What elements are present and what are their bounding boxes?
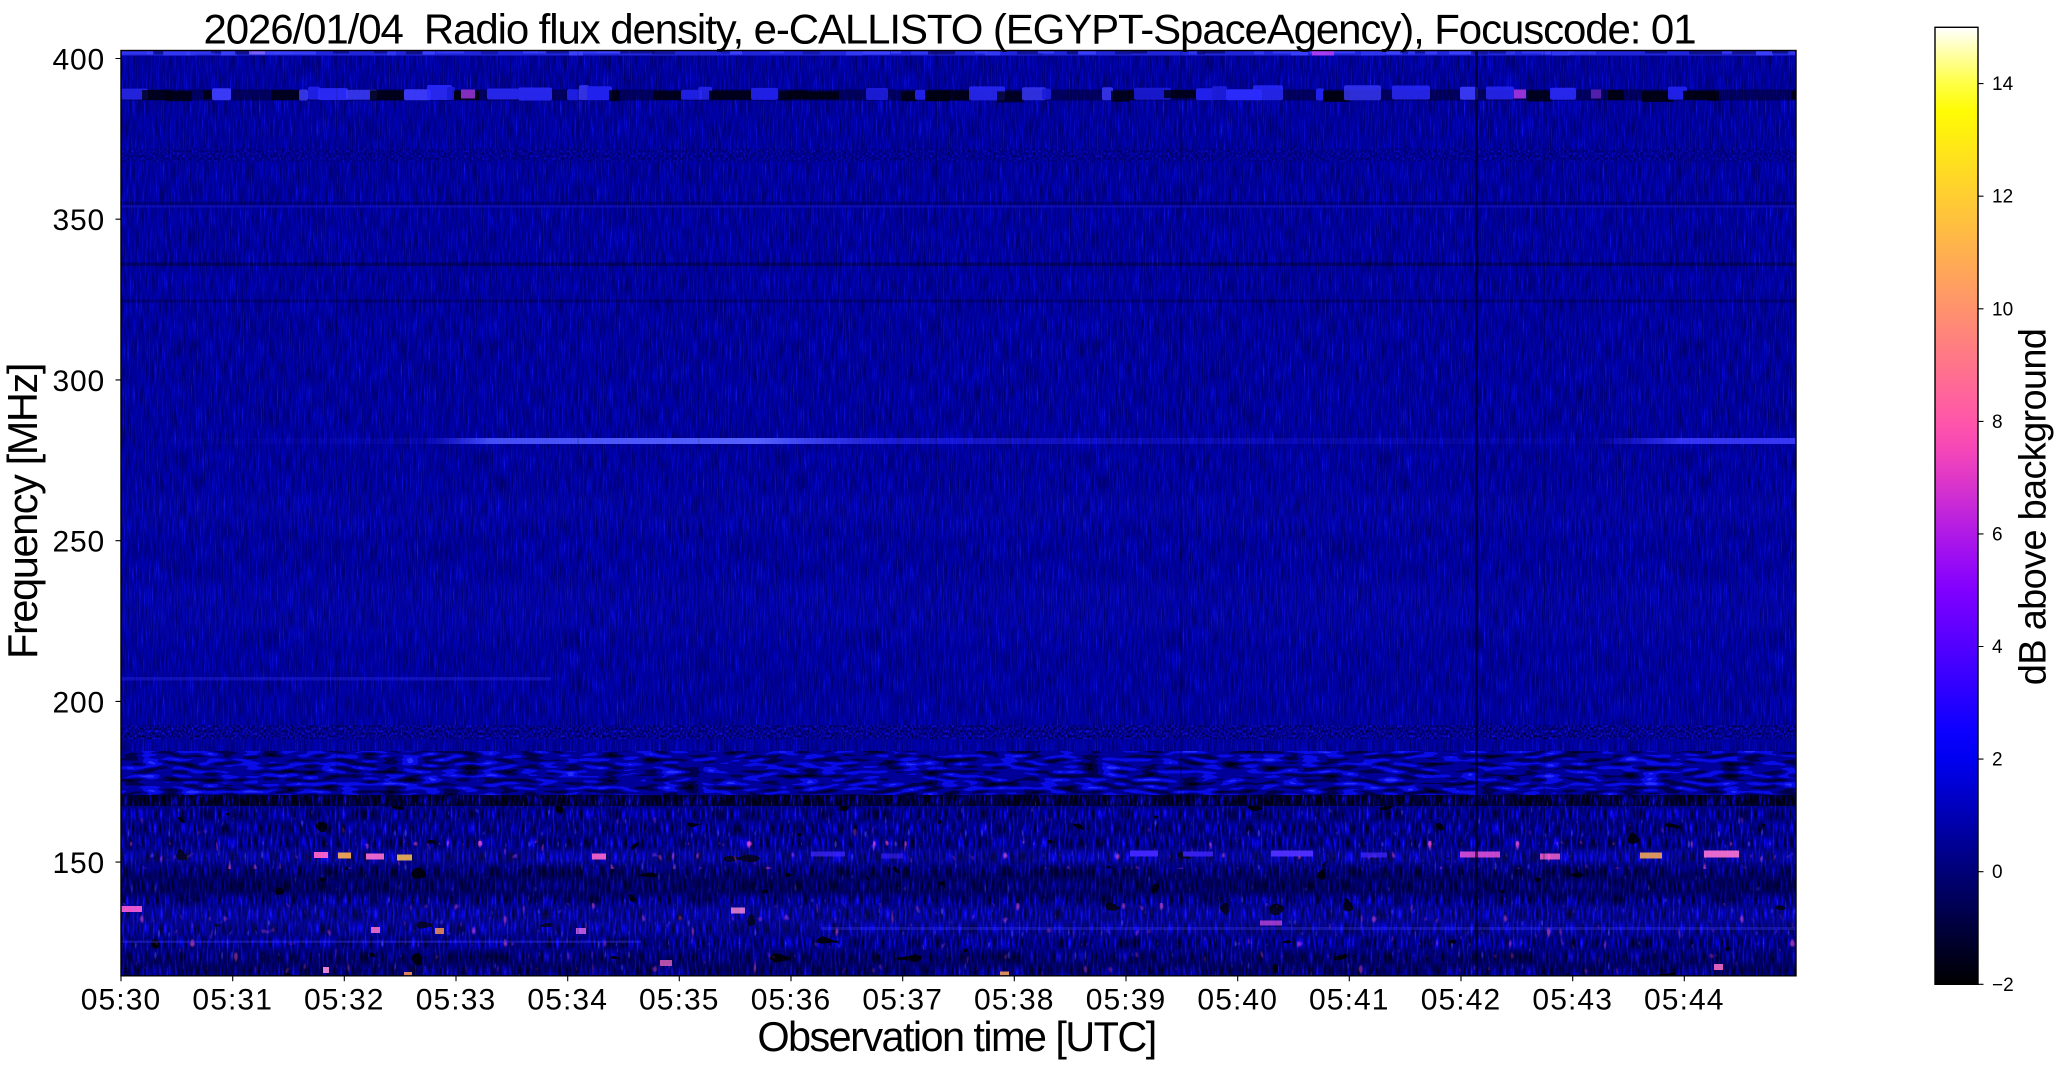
svg-text:Frequency [MHz]: Frequency [MHz]: [0, 364, 46, 659]
svg-text:05:31: 05:31: [192, 984, 273, 1017]
svg-text:05:35: 05:35: [639, 984, 720, 1017]
svg-text:05:44: 05:44: [1644, 984, 1725, 1017]
svg-text:05:38: 05:38: [974, 984, 1055, 1017]
svg-text:14: 14: [1992, 74, 2014, 95]
svg-text:2: 2: [1992, 750, 2003, 771]
svg-text:05:40: 05:40: [1197, 984, 1278, 1017]
svg-text:2026/01/04 Radio flux density: 2026/01/04 Radio flux density, e-CALLIST…: [204, 5, 1696, 52]
svg-text:05:32: 05:32: [304, 984, 385, 1017]
svg-text:05:34: 05:34: [527, 984, 608, 1017]
svg-text:dB above background: dB above background: [2013, 329, 2055, 685]
svg-text:4: 4: [1992, 637, 2003, 658]
svg-text:200: 200: [53, 686, 105, 719]
svg-text:250: 250: [53, 526, 105, 559]
svg-text:05:41: 05:41: [1309, 984, 1390, 1017]
svg-text:8: 8: [1992, 412, 2003, 433]
svg-text:05:33: 05:33: [416, 984, 497, 1017]
svg-text:05:36: 05:36: [751, 984, 832, 1017]
svg-text:10: 10: [1992, 299, 2013, 320]
svg-text:05:43: 05:43: [1532, 984, 1613, 1017]
svg-text:05:42: 05:42: [1421, 984, 1502, 1017]
svg-text:300: 300: [53, 365, 105, 398]
svg-text:05:30: 05:30: [81, 984, 162, 1017]
svg-text:350: 350: [53, 204, 105, 237]
svg-text:05:37: 05:37: [862, 984, 943, 1017]
svg-text:05:39: 05:39: [1086, 984, 1167, 1017]
svg-text:Observation time [UTC]: Observation time [UTC]: [757, 1013, 1155, 1060]
svg-text:150: 150: [53, 847, 105, 880]
svg-text:6: 6: [1992, 524, 2003, 545]
svg-text:12: 12: [1992, 187, 2013, 208]
svg-text:400: 400: [53, 43, 105, 76]
svg-text:0: 0: [1992, 862, 2003, 883]
svg-text:−2: −2: [1992, 975, 2014, 996]
